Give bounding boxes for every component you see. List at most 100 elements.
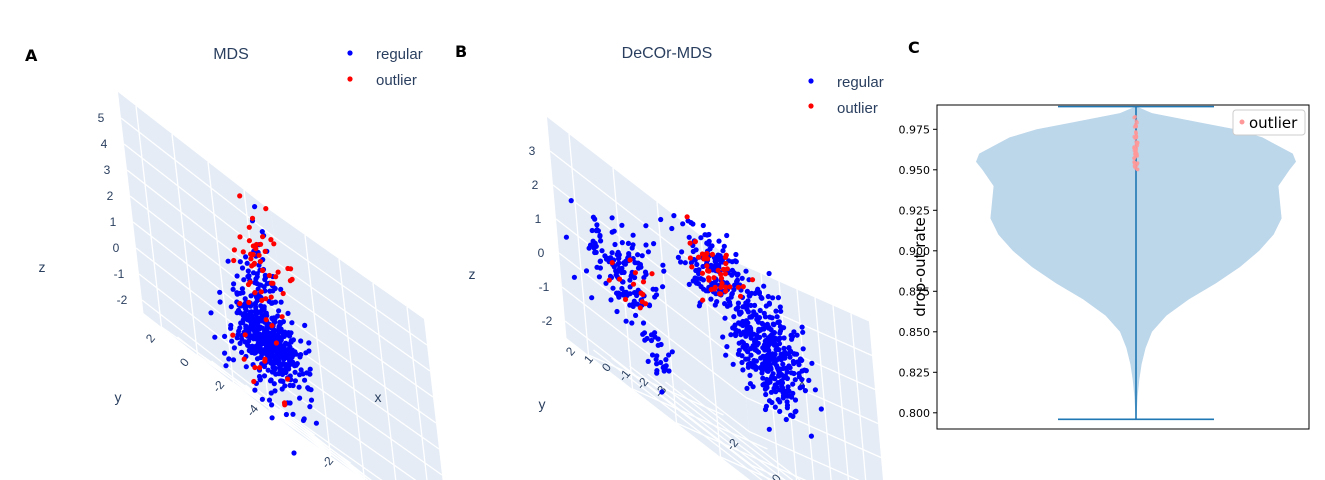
regular-point bbox=[784, 375, 791, 382]
regular-point bbox=[700, 222, 706, 229]
outlier-point bbox=[289, 276, 295, 282]
outlier-point bbox=[279, 314, 285, 320]
regular-point bbox=[258, 347, 264, 353]
outlier-point bbox=[237, 300, 243, 307]
regular-point bbox=[258, 318, 265, 324]
regular-point bbox=[714, 299, 720, 305]
regular-point bbox=[259, 313, 265, 319]
regular-point bbox=[261, 373, 268, 379]
panel-letter-c: C bbox=[908, 38, 920, 57]
outlier-point bbox=[689, 264, 695, 270]
regular-point bbox=[770, 321, 776, 327]
z-tick-label: 5 bbox=[98, 111, 105, 125]
panel-b-legend[interactable]: regular outlier bbox=[808, 74, 884, 117]
outlier-point bbox=[630, 281, 637, 287]
legend-regular-marker bbox=[808, 78, 814, 84]
violin-legend[interactable]: outlier bbox=[1232, 109, 1306, 136]
regular-point bbox=[276, 354, 282, 360]
grid-line bbox=[177, 336, 331, 457]
outlier-point bbox=[246, 238, 252, 244]
regular-point bbox=[755, 340, 761, 346]
back-wall-yz bbox=[271, 211, 443, 480]
regular-point bbox=[780, 393, 787, 399]
regular-point bbox=[255, 340, 261, 346]
regular-point bbox=[799, 324, 805, 330]
outlier-point bbox=[237, 234, 243, 240]
outlier-point bbox=[609, 260, 615, 266]
regular-point bbox=[278, 378, 285, 384]
regular-point bbox=[258, 354, 264, 361]
outlier-point bbox=[705, 256, 711, 262]
outlier-point bbox=[1135, 140, 1140, 145]
grid-line bbox=[748, 430, 860, 480]
regular-point bbox=[733, 332, 739, 339]
regular-point bbox=[764, 368, 771, 374]
regular-point bbox=[259, 396, 265, 402]
regular-point bbox=[769, 331, 775, 337]
regular-point bbox=[290, 411, 296, 417]
regular-point bbox=[242, 339, 248, 345]
outlier-point bbox=[262, 358, 268, 364]
violin-legend-outlier-label: outlier bbox=[1249, 114, 1298, 132]
regular-point bbox=[786, 351, 792, 357]
outlier-point bbox=[1135, 167, 1139, 172]
outlier-point bbox=[727, 284, 733, 290]
regular-point bbox=[720, 334, 726, 340]
outlier-point bbox=[617, 276, 623, 282]
regular-point bbox=[235, 307, 242, 313]
regular-point bbox=[694, 261, 700, 268]
outlier-point bbox=[637, 305, 643, 311]
regular-point bbox=[263, 275, 269, 281]
outlier-point bbox=[722, 271, 729, 277]
regular-point bbox=[659, 389, 665, 395]
outlier-point bbox=[1134, 163, 1139, 168]
grid-line bbox=[273, 236, 428, 346]
regular-point bbox=[269, 369, 275, 375]
outlier-point bbox=[606, 277, 612, 283]
outlier-point bbox=[268, 237, 274, 243]
regular-point bbox=[609, 215, 615, 221]
regular-point bbox=[646, 303, 653, 309]
regular-point bbox=[231, 281, 237, 287]
regular-point bbox=[267, 332, 273, 338]
outlier-point bbox=[266, 272, 272, 279]
regular-point bbox=[740, 344, 746, 350]
panel-a-legend[interactable]: regular outlier bbox=[347, 46, 423, 89]
outlier-point bbox=[719, 280, 725, 286]
z-axis-title: z bbox=[469, 266, 476, 282]
regular-point bbox=[246, 273, 252, 279]
outlier-point bbox=[640, 291, 646, 298]
regular-point bbox=[589, 295, 595, 301]
y-tick-label: 0.850 bbox=[899, 326, 931, 339]
regular-point bbox=[253, 304, 259, 310]
regular-point bbox=[594, 222, 600, 228]
outlier-point bbox=[718, 284, 724, 290]
regular-point bbox=[732, 322, 738, 328]
regular-point bbox=[616, 255, 622, 261]
regular-point bbox=[563, 234, 570, 240]
regular-point bbox=[277, 335, 283, 342]
outlier-point bbox=[231, 257, 237, 264]
regular-point bbox=[590, 238, 596, 244]
x-axis-title: x bbox=[375, 389, 382, 405]
legend-outlier-label: outlier bbox=[376, 72, 417, 89]
outlier-point bbox=[687, 255, 694, 261]
outlier-point bbox=[712, 286, 718, 292]
regular-point bbox=[252, 204, 258, 210]
outlier-point bbox=[252, 364, 258, 371]
regular-point bbox=[737, 311, 743, 317]
z-tick-label: 2 bbox=[107, 189, 114, 203]
regular-point bbox=[604, 256, 611, 262]
regular-point bbox=[611, 264, 617, 270]
regular-point bbox=[658, 359, 664, 366]
regular-point bbox=[272, 360, 278, 366]
grid-line bbox=[135, 105, 163, 328]
regular-point bbox=[744, 385, 750, 391]
grid-line bbox=[171, 133, 199, 356]
y-tick-label: 0 bbox=[177, 355, 192, 369]
regular-point bbox=[763, 303, 769, 309]
regular-point bbox=[734, 279, 740, 285]
series-regular bbox=[563, 198, 824, 439]
